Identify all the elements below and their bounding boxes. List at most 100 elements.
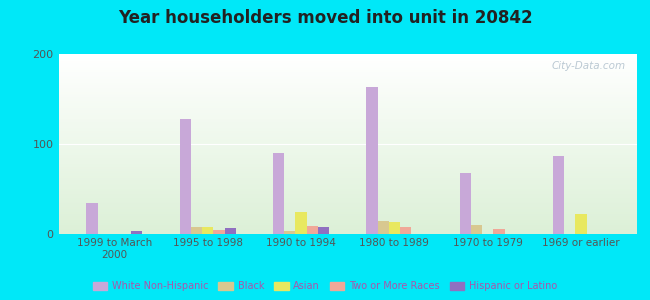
Bar <box>389 222 400 234</box>
Bar <box>58 155 637 157</box>
Bar <box>58 128 637 130</box>
Bar <box>58 185 637 187</box>
Bar <box>58 140 637 142</box>
Bar <box>58 130 637 131</box>
Bar <box>273 153 284 234</box>
Bar <box>58 211 637 212</box>
Bar <box>58 178 637 180</box>
Bar <box>378 220 389 234</box>
Bar <box>284 231 296 234</box>
Bar <box>191 227 202 234</box>
Bar <box>58 61 637 63</box>
Bar <box>58 203 637 205</box>
Bar <box>58 95 637 97</box>
Bar <box>58 162 637 164</box>
Bar <box>58 214 637 216</box>
Bar <box>58 72 637 74</box>
Bar <box>58 148 637 149</box>
Bar <box>58 225 637 227</box>
Bar <box>58 122 637 124</box>
Bar <box>58 76 637 77</box>
Bar <box>493 229 504 234</box>
Bar <box>58 207 637 209</box>
Bar <box>58 70 637 72</box>
Bar <box>58 175 637 176</box>
Text: Year householders moved into unit in 20842: Year householders moved into unit in 208… <box>118 9 532 27</box>
Bar <box>58 59 637 61</box>
Legend: White Non-Hispanic, Black, Asian, Two or More Races, Hispanic or Latino: White Non-Hispanic, Black, Asian, Two or… <box>89 278 561 295</box>
Bar <box>58 221 637 223</box>
Bar <box>58 200 637 202</box>
Bar <box>225 228 236 234</box>
Bar <box>58 65 637 67</box>
Bar <box>58 173 637 175</box>
Bar <box>58 171 637 173</box>
Bar <box>58 101 637 103</box>
Bar <box>58 135 637 137</box>
Bar <box>58 191 637 193</box>
Bar <box>202 227 213 234</box>
Bar <box>58 216 637 218</box>
Bar <box>58 79 637 81</box>
Bar <box>58 184 637 185</box>
Bar <box>58 99 637 101</box>
Bar <box>58 157 637 158</box>
Bar <box>58 83 637 85</box>
Bar <box>58 220 637 221</box>
Bar <box>575 214 586 234</box>
Bar <box>58 74 637 76</box>
Bar <box>58 113 637 115</box>
Bar <box>58 56 637 58</box>
Bar <box>58 193 637 194</box>
Bar <box>58 121 637 122</box>
Bar <box>58 58 637 59</box>
Bar <box>58 146 637 148</box>
Bar <box>58 229 637 230</box>
Bar <box>58 106 637 108</box>
Bar <box>307 226 318 234</box>
Bar <box>58 67 637 68</box>
Bar <box>58 196 637 198</box>
Bar <box>58 205 637 207</box>
Bar <box>58 97 637 99</box>
Bar <box>180 119 191 234</box>
Bar <box>58 180 637 182</box>
Bar <box>58 209 637 211</box>
Bar <box>58 104 637 106</box>
Bar <box>86 202 98 234</box>
Bar <box>58 119 637 121</box>
Bar <box>58 90 637 92</box>
Bar <box>58 187 637 189</box>
Bar <box>58 137 637 139</box>
Bar <box>58 126 637 128</box>
Bar <box>58 194 637 196</box>
Bar <box>58 223 637 225</box>
Bar <box>367 87 378 234</box>
Bar <box>58 164 637 166</box>
Bar <box>58 92 637 94</box>
Bar <box>58 189 637 191</box>
Bar <box>58 94 637 95</box>
Bar <box>58 176 637 178</box>
Bar <box>58 88 637 90</box>
Bar <box>553 156 564 234</box>
Bar <box>58 160 637 162</box>
Bar <box>58 149 637 151</box>
Bar <box>131 231 142 234</box>
Bar <box>58 68 637 70</box>
Bar <box>213 230 225 234</box>
Bar <box>58 218 637 220</box>
Bar <box>58 232 637 234</box>
Bar <box>58 212 637 214</box>
Bar <box>58 169 637 171</box>
Bar <box>58 112 637 113</box>
Bar <box>318 227 329 234</box>
Bar <box>58 54 637 56</box>
Bar <box>58 139 637 140</box>
Bar <box>58 144 637 146</box>
Bar <box>58 117 637 119</box>
Bar <box>58 108 637 110</box>
Bar <box>58 198 637 200</box>
Bar <box>58 151 637 153</box>
Bar <box>58 86 637 88</box>
